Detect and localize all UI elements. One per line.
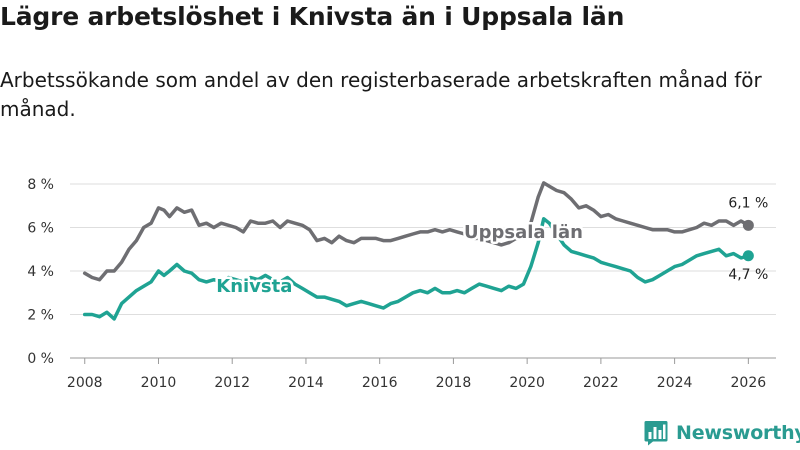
series-line-knivsta: [82, 217, 751, 321]
y-tick-label: 0 %: [27, 351, 54, 367]
end-value-label: 6,1 %: [728, 195, 768, 211]
bar-chart-logo-icon: [644, 421, 668, 446]
chart-title: Lägre arbetslöshet i Knivsta än i Uppsal…: [0, 2, 625, 31]
brand-name: Newsworthy: [676, 422, 800, 444]
x-tick-label: 2026: [731, 375, 767, 391]
y-tick-label: 6 %: [27, 221, 54, 237]
series-line-uppsala-lan: [82, 181, 751, 282]
x-tick-label: 2020: [509, 375, 545, 391]
x-tick-label: 2022: [583, 375, 619, 391]
x-tick-label: 2024: [657, 375, 693, 391]
chart-subtitle: Arbetssökande som andel av den registerb…: [0, 68, 762, 121]
y-tick-label: 8 %: [27, 177, 54, 193]
x-tick-label: 2014: [288, 375, 324, 391]
x-tick-label: 2012: [214, 375, 250, 391]
y-tick-label: 4 %: [27, 264, 54, 280]
brand-logo: Newsworthy: [644, 418, 800, 448]
series-annotation-label: Knivsta: [216, 276, 292, 297]
x-tick-label: 2008: [67, 375, 103, 391]
end-point-marker: [742, 219, 754, 231]
y-tick-label: 2 %: [27, 308, 54, 324]
end-value-label: 4,7 %: [728, 267, 768, 283]
x-tick-label: 2010: [141, 375, 177, 391]
end-point-marker: [742, 250, 754, 262]
x-tick-label: 2016: [362, 375, 398, 391]
x-tick-label: 2018: [436, 375, 472, 391]
series-annotation-label: Uppsala län: [464, 222, 583, 243]
